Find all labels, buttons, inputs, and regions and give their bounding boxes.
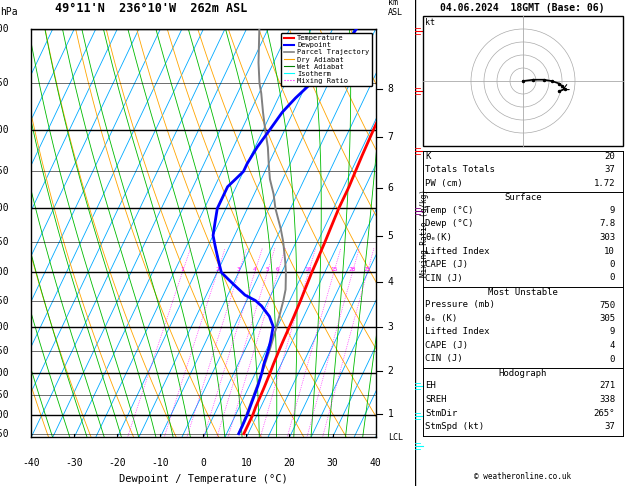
Text: 10: 10 [304,267,312,273]
Text: 750: 750 [0,346,9,356]
Text: Totals Totals: Totals Totals [425,166,495,174]
Text: K: K [425,152,430,161]
Text: Dewp (°C): Dewp (°C) [425,220,474,228]
Text: 350: 350 [0,78,9,88]
Text: 9: 9 [610,206,615,215]
Text: 2: 2 [387,366,394,376]
Text: StmDir: StmDir [425,409,457,417]
Text: 2: 2 [215,267,219,273]
Text: 37: 37 [604,166,615,174]
Text: CIN (J): CIN (J) [425,354,462,364]
Text: 0: 0 [610,274,615,282]
Text: 600: 600 [0,267,9,278]
Text: 700: 700 [0,322,9,331]
Text: 4: 4 [387,277,394,287]
Text: 800: 800 [0,368,9,379]
Text: 5: 5 [265,267,269,273]
Text: CAPE (J): CAPE (J) [425,260,468,269]
Text: 30: 30 [326,458,338,468]
Text: Dewpoint / Temperature (°C): Dewpoint / Temperature (°C) [119,474,287,484]
Text: 25: 25 [364,267,371,273]
Text: 8: 8 [387,84,394,94]
Text: km
ASL: km ASL [387,0,403,17]
Text: 750: 750 [599,300,615,310]
Text: PW (cm): PW (cm) [425,179,462,188]
Text: 49°11'N  236°10'W  262m ASL: 49°11'N 236°10'W 262m ASL [55,2,248,15]
Text: 1: 1 [181,267,184,273]
Text: 4: 4 [610,341,615,350]
Text: 9: 9 [610,328,615,336]
Text: -20: -20 [108,458,126,468]
Text: Hodograph: Hodograph [499,369,547,378]
Text: 7.8: 7.8 [599,220,615,228]
Text: 3: 3 [387,322,394,332]
Text: hPa: hPa [0,7,18,17]
Text: 950: 950 [0,429,9,439]
Text: LCL: LCL [387,433,403,442]
Text: kt: kt [425,18,435,27]
Text: 0: 0 [610,354,615,364]
Text: 550: 550 [0,237,9,247]
Text: EH: EH [425,382,436,390]
Text: 303: 303 [599,233,615,242]
Text: 650: 650 [0,295,9,306]
Text: 20: 20 [348,267,356,273]
Text: Surface: Surface [504,193,542,203]
Text: Lifted Index: Lifted Index [425,246,489,256]
Text: 5: 5 [387,231,394,241]
Text: 6: 6 [276,267,280,273]
Text: 3: 3 [237,267,241,273]
Text: 40: 40 [370,458,381,468]
Text: 400: 400 [0,125,9,135]
Text: 04.06.2024  18GMT (Base: 06): 04.06.2024 18GMT (Base: 06) [440,3,604,13]
Text: Pressure (mb): Pressure (mb) [425,300,495,310]
Text: StmSpd (kt): StmSpd (kt) [425,422,484,431]
Text: -40: -40 [22,458,40,468]
Text: Temp (°C): Temp (°C) [425,206,474,215]
Text: 300: 300 [0,24,9,34]
Text: -10: -10 [152,458,169,468]
Text: 0: 0 [201,458,206,468]
Text: 900: 900 [0,410,9,420]
Text: 271: 271 [599,382,615,390]
Bar [423,16,623,146]
Text: © weatheronline.co.uk: © weatheronline.co.uk [474,472,572,481]
Text: 7: 7 [387,132,394,142]
Text: Most Unstable: Most Unstable [488,288,558,297]
Text: 850: 850 [0,390,9,399]
Legend: Temperature, Dewpoint, Parcel Trajectory, Dry Adiabat, Wet Adiabat, Isotherm, Mi: Temperature, Dewpoint, Parcel Trajectory… [281,33,372,87]
Text: CAPE (J): CAPE (J) [425,341,468,350]
Text: 0: 0 [610,260,615,269]
Text: SREH: SREH [425,395,447,404]
Text: 305: 305 [599,314,615,323]
Text: 4: 4 [253,267,257,273]
Text: 10: 10 [240,458,252,468]
Text: 20: 20 [284,458,296,468]
Text: 1.72: 1.72 [594,179,615,188]
Text: 338: 338 [599,395,615,404]
Text: 20: 20 [604,152,615,161]
Text: 450: 450 [0,167,9,176]
Text: -30: -30 [65,458,83,468]
Text: Lifted Index: Lifted Index [425,328,489,336]
Text: 1: 1 [387,409,394,419]
Text: 500: 500 [0,204,9,213]
Text: Mixing Ratio (g/kg): Mixing Ratio (g/kg) [420,190,430,277]
Text: θₑ (K): θₑ (K) [425,314,457,323]
Text: 10: 10 [604,246,615,256]
Text: 15: 15 [330,267,338,273]
Text: 265°: 265° [594,409,615,417]
Text: θₑ(K): θₑ(K) [425,233,452,242]
Text: 37: 37 [604,422,615,431]
Text: 6: 6 [387,183,394,193]
Text: CIN (J): CIN (J) [425,274,462,282]
